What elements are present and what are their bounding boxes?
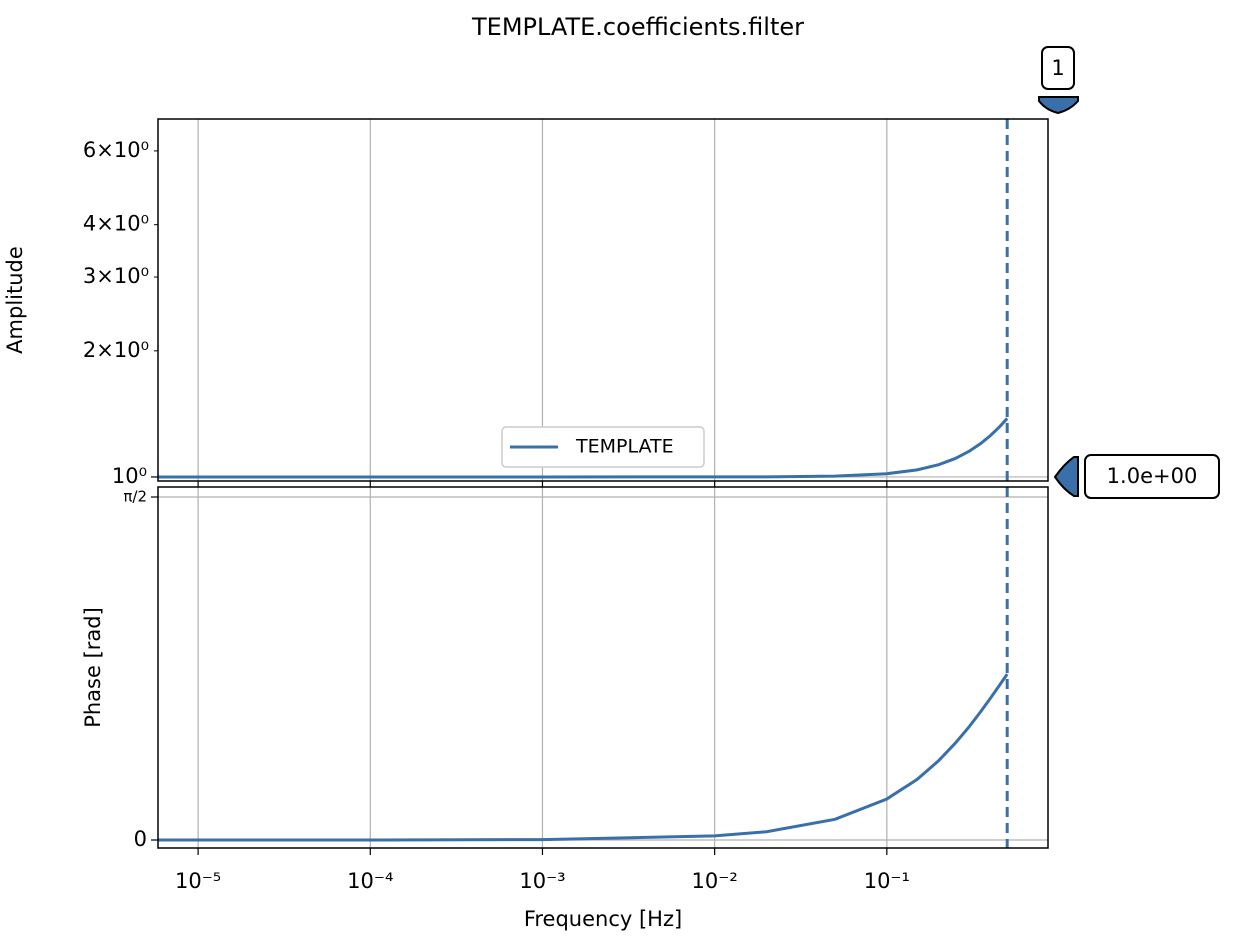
y-tick-label: 4×10⁰ <box>83 212 149 236</box>
y-tick-label: 2×10⁰ <box>83 338 149 362</box>
series-line <box>158 417 1009 479</box>
x-tick-label: 10⁻⁴ <box>347 869 393 893</box>
marker-icon <box>1038 96 1079 115</box>
y-tick-label: 10⁰ <box>112 464 147 488</box>
x-axis-label: Frequency [Hz] <box>524 907 682 931</box>
marker-label: 1.0e+00 <box>1107 464 1198 488</box>
marker-box <box>1084 454 1220 499</box>
x-tick-label: 10⁻² <box>692 869 738 893</box>
chart-title: TEMPLATE.coefficients.filter <box>471 13 804 41</box>
legend-label: TEMPLATE <box>575 436 674 458</box>
series-line <box>157 673 1009 842</box>
y-axis-label: Phase [rad] <box>81 607 105 728</box>
axes-frame <box>157 486 1049 849</box>
axes-frame <box>157 118 1049 482</box>
marker-label: 1 <box>1051 56 1064 80</box>
y-axis-label: Amplitude <box>3 246 27 354</box>
y-tick-label: 3×10⁰ <box>83 264 149 288</box>
marker-box <box>1041 46 1075 90</box>
marker-icon <box>1053 456 1079 497</box>
y-tick-label: 0 <box>134 827 147 851</box>
x-tick-label: 10⁻⁵ <box>175 869 221 893</box>
x-tick-label: 10⁻¹ <box>864 869 910 893</box>
x-tick-label: 10⁻³ <box>519 869 565 893</box>
y-tick-label: π/2 <box>123 488 147 506</box>
y-tick-label: 6×10⁰ <box>83 138 149 162</box>
legend-box <box>501 426 705 468</box>
